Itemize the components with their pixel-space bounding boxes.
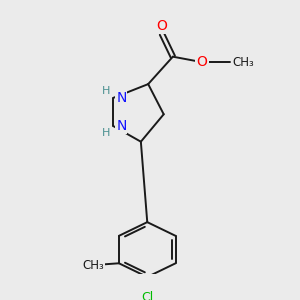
Text: Cl: Cl bbox=[141, 291, 153, 300]
Text: CH₃: CH₃ bbox=[232, 56, 254, 69]
Text: N: N bbox=[116, 91, 127, 105]
Text: H: H bbox=[102, 128, 110, 139]
Text: O: O bbox=[156, 19, 167, 33]
Text: O: O bbox=[197, 55, 208, 69]
Text: N: N bbox=[116, 119, 127, 133]
Text: H: H bbox=[102, 85, 110, 95]
Text: CH₃: CH₃ bbox=[82, 259, 104, 272]
